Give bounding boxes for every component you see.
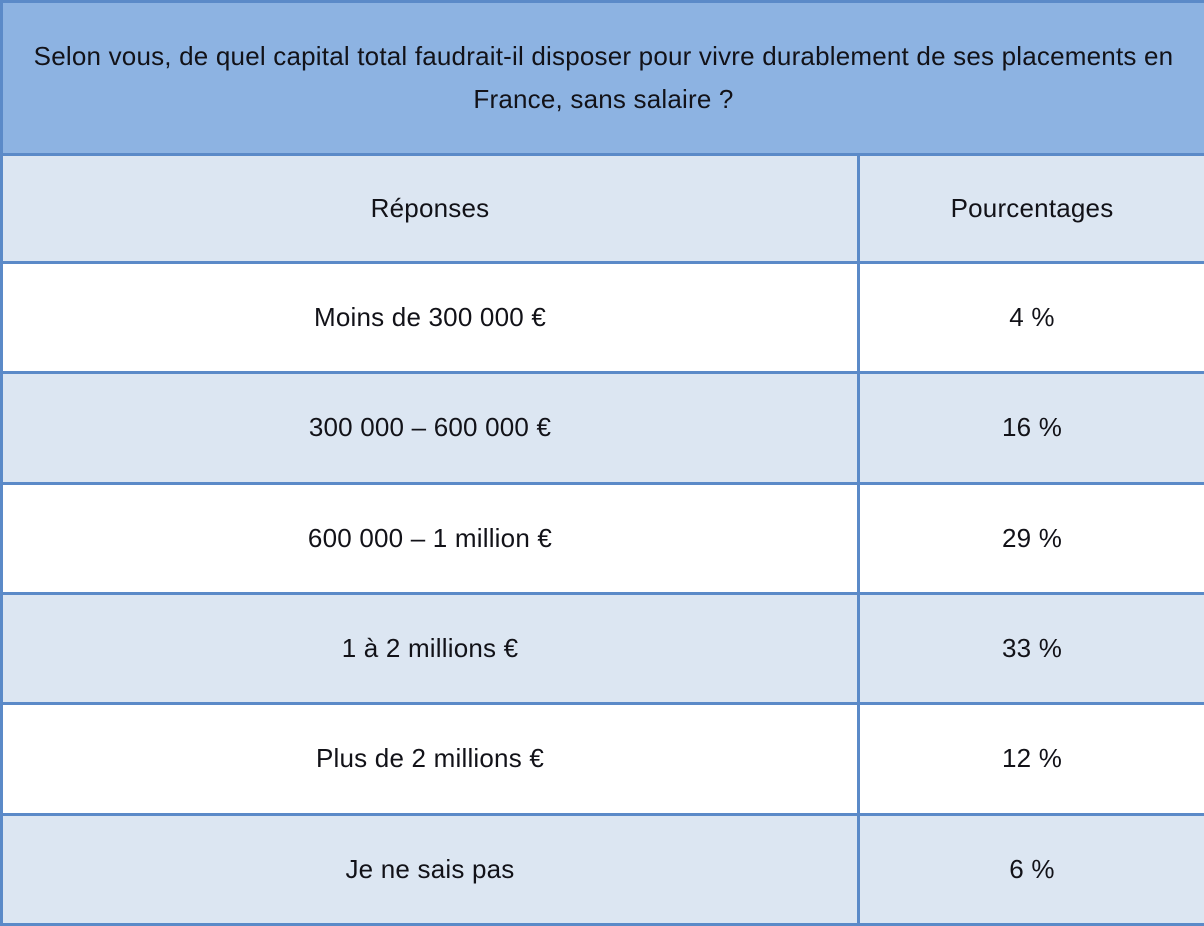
- table-row: Moins de 300 000 € 4 %: [0, 260, 1204, 375]
- column-header-reponses: Réponses: [0, 153, 860, 264]
- table-row: 600 000 – 1 million € 29 %: [0, 481, 1204, 595]
- response-cell: 600 000 – 1 million €: [0, 481, 860, 595]
- percentage-cell: 29 %: [856, 481, 1204, 595]
- table-row: Plus de 2 millions € 12 %: [0, 702, 1204, 816]
- column-header-pourcentages: Pourcentages: [856, 153, 1204, 264]
- percentage-cell: 12 %: [856, 702, 1204, 816]
- question-band: Selon vous, de quel capital total faudra…: [0, 0, 1204, 156]
- response-cell: 1 à 2 millions €: [0, 591, 860, 706]
- percentage-cell: 16 %: [856, 371, 1204, 485]
- percentage-cell: 6 %: [856, 812, 1204, 926]
- table-row: 300 000 – 600 000 € 16 %: [0, 371, 1204, 485]
- response-cell: 300 000 – 600 000 €: [0, 371, 860, 485]
- table-row: 1 à 2 millions € 33 %: [0, 591, 1204, 706]
- table-row: Je ne sais pas 6 %: [0, 812, 1204, 926]
- column-header-row: Réponses Pourcentages: [0, 153, 1204, 264]
- percentage-cell: 4 %: [856, 260, 1204, 375]
- percentage-cell: 33 %: [856, 591, 1204, 706]
- response-cell: Plus de 2 millions €: [0, 702, 860, 816]
- question-title: Selon vous, de quel capital total faudra…: [0, 0, 1204, 156]
- response-cell: Je ne sais pas: [0, 812, 860, 926]
- response-cell: Moins de 300 000 €: [0, 260, 860, 375]
